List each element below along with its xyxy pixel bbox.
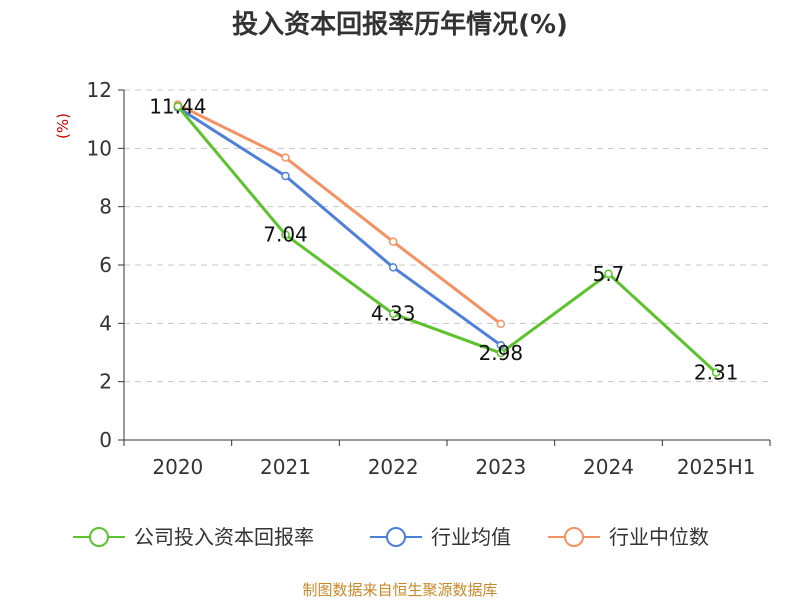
y-tick-label: 12 [87,78,112,102]
x-tick-label: 2020 [152,455,203,479]
data-point [496,348,506,358]
legend-marker [386,527,406,547]
series-line [176,105,718,374]
gridlines [124,89,770,383]
legend-label: 行业中位数 [609,525,709,549]
data-label: 7.04 [263,223,308,247]
x-tick-label: 2024 [583,455,634,479]
x-tick-label: 2022 [368,455,419,479]
data-label: 2.31 [694,361,739,385]
legend: 公司投入资本回报率 行业均值 行业中位数 [73,525,709,549]
data-point [281,153,290,162]
data-point [711,368,721,377]
series-lines [173,100,721,377]
y-axis-unit-label: (%) [54,113,72,139]
data-point [604,269,613,278]
data-label: 5.7 [593,262,625,286]
legend-label: 行业均值 [431,525,511,549]
legend-marker [564,527,584,547]
chart-title: 投入资本回报率历年情况(%) [232,9,568,40]
y-tick-label: 2 [99,370,112,394]
series-line [177,103,502,326]
y-tick-label: 8 [99,195,112,219]
data-labels: 11.44 7.04 4.33 2.98 5.7 2.31 [149,94,738,384]
data-point [496,319,506,329]
legend-marker [89,527,109,547]
x-tick-label: 2025H1 [677,455,756,479]
y-tick-label: 6 [99,253,112,277]
y-tick-label: 0 [99,428,112,452]
series-line [177,106,502,347]
x-tick-label: 2023 [475,455,526,479]
x-tick-label: 2021 [260,455,311,479]
data-point [281,230,290,239]
data-point [388,263,398,272]
axes: 0 2 4 6 8 10 12 2020 2021 2022 2023 2024 2025H1 [87,78,771,479]
legend-label: 公司投入资本回报率 [134,525,314,549]
data-label: 4.33 [371,302,416,326]
data-point [173,102,183,111]
data-point [388,237,398,246]
data-point [496,340,506,350]
data-label: 11.44 [149,94,206,118]
data-point [388,309,398,318]
data-label: 2.98 [479,341,524,365]
y-tick-label: 4 [99,311,112,335]
data-point [281,171,290,181]
y-tick-label: 10 [87,136,112,160]
source-note: 制图数据来自恒生聚源数据库 [302,581,497,599]
